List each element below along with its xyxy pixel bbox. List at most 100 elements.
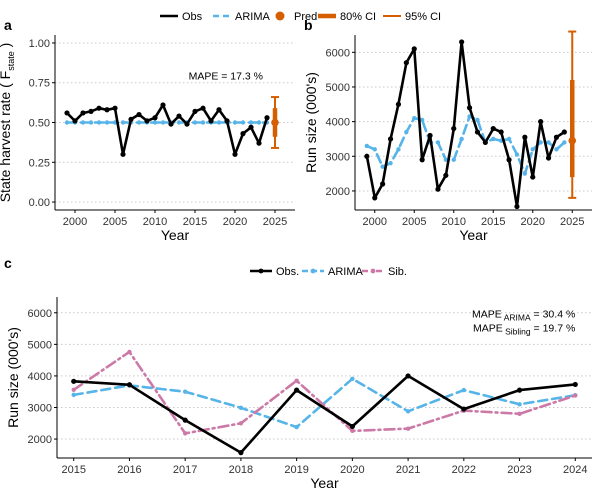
data-point-obs (419, 157, 425, 163)
data-point-obs (88, 108, 94, 114)
series-line-sib (72, 350, 577, 435)
data-point-obs (264, 115, 270, 121)
data-point-arima (530, 147, 535, 152)
data-point-arima (120, 120, 126, 125)
data-point-obs (72, 118, 78, 124)
data-point-obs (364, 153, 370, 159)
data-point-obs (411, 46, 417, 52)
data-point-obs (451, 125, 457, 132)
data-point-arima (80, 120, 86, 125)
legend-label: Sib. (388, 266, 407, 278)
data-point-arima (517, 402, 522, 407)
data-point-arima (380, 164, 385, 169)
x-tick-label: 2015 (61, 464, 85, 476)
data-point-arima (514, 152, 520, 157)
y-axis-label: State harvest rate ( Fstate ) (0, 43, 16, 203)
data-point-obs (64, 110, 70, 116)
data-point-obs (466, 105, 473, 111)
data-point-arima (396, 147, 401, 152)
data-point-obs (144, 118, 150, 124)
data-point-obs (459, 39, 465, 45)
data-point-arima (372, 147, 377, 152)
data-point-arima (546, 140, 551, 145)
data-point-arima (256, 120, 262, 125)
x-tick-label: 2025 (560, 216, 584, 228)
legend-key-point-arima (310, 268, 316, 274)
data-point-arima (435, 140, 441, 145)
data-point-arima (104, 120, 110, 125)
x-tick-label: 2020 (340, 464, 364, 476)
data-point-arima (522, 171, 528, 176)
data-point-obs (349, 423, 355, 430)
data-point-arima (412, 115, 417, 121)
data-point-obs (120, 151, 126, 157)
data-point-obs (443, 172, 449, 178)
data-point-obs (224, 118, 230, 124)
data-point-obs (176, 113, 182, 119)
x-tick-label: 2020 (223, 216, 247, 228)
data-point-obs (498, 129, 504, 135)
data-point-sib (127, 349, 132, 355)
data-point-arima (176, 120, 182, 125)
data-point-sib (238, 421, 244, 426)
panel-label: a (4, 17, 12, 33)
data-point-obs (427, 132, 433, 139)
data-point-arima (294, 424, 299, 430)
series-line-arima (365, 115, 566, 175)
data-point-arima (443, 157, 449, 162)
pred-point (271, 118, 279, 127)
x-tick-label: 2000 (63, 216, 87, 228)
data-point-arima (240, 120, 246, 125)
data-point-arima (88, 120, 94, 125)
y-tick-label: 5000 (28, 339, 52, 351)
data-point-obs (128, 116, 134, 122)
x-tick-label: 2024 (563, 464, 587, 476)
x-axis-label: Year (310, 475, 339, 491)
y-tick-label: 6000 (28, 308, 52, 320)
data-point-obs (96, 105, 102, 111)
legend-label: 80% CI (340, 11, 376, 23)
data-point-arima (562, 140, 567, 145)
y-tick-label: 4000 (326, 117, 350, 129)
data-point-arima (71, 392, 76, 398)
x-axis-label: Year (459, 227, 488, 243)
data-point-arima (388, 161, 393, 166)
data-point-obs (104, 107, 110, 113)
annotation-text: MAPE = 17.3 % (189, 71, 263, 83)
legend-label: Obs (182, 11, 203, 23)
panel-label: c (4, 255, 12, 271)
y-tick-label: 3000 (326, 151, 350, 163)
data-point-obs (506, 157, 512, 163)
y-tick-label: 2000 (326, 186, 350, 198)
y-tick-label: 0.25 (29, 157, 50, 169)
data-point-obs (561, 129, 567, 135)
x-tick-label: 2015 (183, 216, 207, 228)
panel-a: 0.00 0.25 0.50 0.75 1.00 2000 2005 2010 2015 2020… (0, 17, 295, 243)
data-point-obs (405, 373, 411, 379)
data-point-arima (538, 140, 543, 145)
x-tick-label: 2016 (117, 464, 141, 476)
data-point-sib (71, 387, 76, 393)
y-tick-label: 1.00 (29, 38, 50, 50)
data-point-arima (506, 136, 512, 142)
data-point-obs (182, 417, 188, 423)
data-point-obs (538, 119, 544, 125)
series-line-arima (72, 377, 577, 429)
x-tick-label: 2000 (363, 216, 387, 228)
legend-top: Obs ARIMA Pred 80% CI 95% CI (160, 11, 441, 23)
x-tick-label: 2005 (103, 216, 127, 228)
x-tick-label: 2023 (507, 464, 531, 476)
data-point-obs (136, 111, 142, 118)
data-point-obs (200, 105, 206, 111)
legend-label: Obs. (276, 266, 299, 278)
data-point-obs (380, 181, 386, 187)
data-point-sib (573, 393, 578, 398)
data-point-obs (387, 136, 394, 142)
data-point-arima (364, 143, 370, 149)
data-point-arima (404, 129, 409, 135)
data-point-obs (522, 134, 528, 140)
data-point-obs (474, 129, 481, 135)
data-point-sib (182, 431, 188, 436)
data-point-obs (435, 186, 441, 192)
